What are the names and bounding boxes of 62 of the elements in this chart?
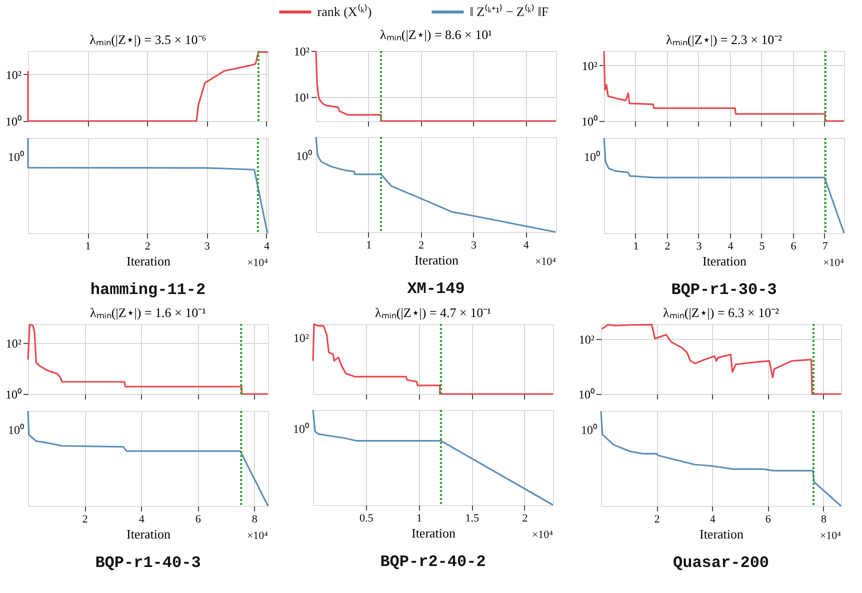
x-axis-title: Iteration bbox=[126, 254, 172, 268]
x-tick-label: 2 bbox=[654, 514, 660, 526]
y-tick-label: 10⁰ bbox=[578, 388, 594, 402]
x-tick-label: 2 bbox=[418, 240, 424, 252]
x-tick-label: 6 bbox=[195, 514, 202, 526]
legend-label: ‖ Z⁽ᵏ⁺¹⁾ − Z⁽ᵏ⁾ ‖F bbox=[470, 4, 549, 19]
text: ×10⁴ bbox=[822, 257, 844, 269]
x-tick-label: 3 bbox=[696, 240, 702, 252]
x-tick-label: 1 bbox=[633, 240, 639, 252]
text: XM-149 bbox=[407, 280, 465, 298]
text: BQP-r2-40-2 bbox=[380, 553, 486, 571]
x-axis-title: Iteration bbox=[702, 254, 748, 268]
x-axis-title: Iteration bbox=[414, 252, 460, 268]
y-tick-label: 10² bbox=[6, 336, 22, 351]
y-tick-label: 10² bbox=[582, 58, 598, 73]
x-tick-label: 8 bbox=[252, 514, 258, 526]
x-tick-label: 4 bbox=[728, 240, 734, 252]
y-tick-label: 10⁰ bbox=[582, 114, 598, 128]
x-axis-title: Iteration bbox=[699, 526, 744, 542]
x-tick-label: 1.5 bbox=[465, 512, 480, 524]
x-tick-label: 8 bbox=[820, 514, 827, 526]
chart-title: λₘᵢₙ(|Z⋆|) = 3.5 × 10⁻⁶ bbox=[90, 32, 206, 47]
y-tick-label: 10¹ bbox=[294, 90, 310, 104]
legend-label: rank (X⁽ᵏ⁾) bbox=[317, 4, 372, 19]
x-tick-label: 2 bbox=[522, 512, 528, 524]
x-tick-label: 7 bbox=[822, 240, 828, 252]
chart-title: λₘᵢₙ(|Z⋆|) = 1.6 × 10⁻¹ bbox=[90, 305, 206, 320]
y-tick-label: 10² bbox=[578, 332, 595, 347]
text: ×10⁴ bbox=[534, 256, 556, 268]
x-axis-title: Iteration bbox=[126, 526, 172, 542]
chart-title: λₘᵢₙ(|Z⋆|) = 2.3 × 10⁻² bbox=[666, 32, 782, 47]
y-tick-label: 10⁰ bbox=[6, 114, 22, 128]
text: ×10⁴ bbox=[532, 529, 554, 541]
x-tick-label: 1 bbox=[85, 240, 91, 252]
chart-title: λₘᵢₙ(|Z⋆|) = 6.3 × 10⁻² bbox=[662, 305, 780, 320]
text: Quasar-200 bbox=[672, 554, 770, 572]
x-tick-label: 0.5 bbox=[359, 512, 374, 524]
x-tick-label: 4 bbox=[523, 240, 530, 252]
x-tick-label: 4 bbox=[138, 514, 145, 526]
x-tick-label: 2 bbox=[144, 240, 150, 252]
x-tick-label: 1 bbox=[416, 512, 422, 524]
text: hamming-11-2 bbox=[90, 281, 206, 299]
x-tick-label: 6 bbox=[765, 514, 772, 526]
x-tick-label: 1 bbox=[366, 240, 372, 252]
chart-title: λₘᵢₙ(|Z⋆|) = 4.7 × 10⁻¹ bbox=[374, 305, 492, 320]
x-tick-label: 3 bbox=[204, 240, 210, 252]
x-tick-label: 5 bbox=[759, 240, 766, 252]
chart-title: λₘᵢₙ(|Z⋆|) = 8.6 × 10¹ bbox=[380, 27, 492, 42]
y-tick-label: 10⁰ bbox=[6, 388, 22, 402]
x-tick-label: 6 bbox=[790, 240, 797, 252]
x-tick-label: 4 bbox=[264, 240, 270, 252]
text: BQP-r1-40-3 bbox=[95, 554, 201, 572]
text: ×10⁴ bbox=[246, 257, 268, 269]
text: ×10⁴ bbox=[820, 530, 842, 542]
text: ×10⁴ bbox=[246, 530, 268, 542]
x-tick-label: 3 bbox=[470, 240, 477, 252]
x-tick-label: 4 bbox=[710, 514, 716, 526]
x-tick-label: 2 bbox=[664, 240, 670, 252]
y-tick-label: 10² bbox=[6, 68, 22, 82]
text: BQP-r1-30-3 bbox=[671, 281, 777, 299]
x-tick-label: 2 bbox=[82, 514, 88, 526]
x-axis-title: Iteration bbox=[411, 526, 456, 540]
